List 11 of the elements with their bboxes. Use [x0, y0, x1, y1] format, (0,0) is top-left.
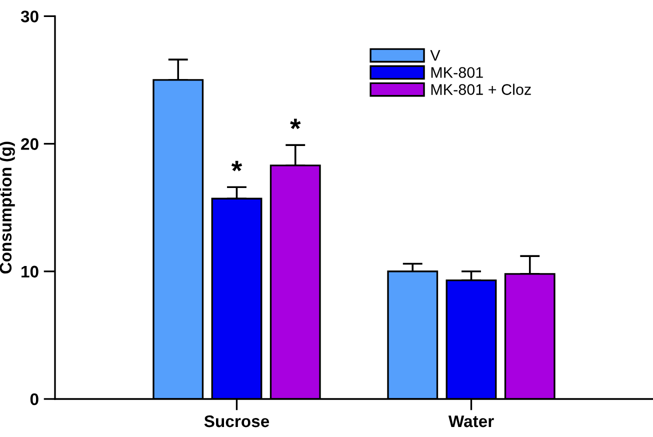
y-tick-label: 10	[22, 266, 38, 278]
data-label: *	[231, 160, 242, 172]
legend-label: MK-801 + Cloz	[431, 84, 531, 95]
x-tick-label: Sucrose	[204, 415, 270, 428]
y-tick-label: 30	[20, 10, 38, 22]
x-tick-label: Water	[448, 416, 494, 428]
data-label: *	[290, 118, 301, 130]
legend-label: MK-801	[431, 67, 483, 78]
y-tick-label: 20	[21, 138, 38, 150]
y-tick-label: 0	[30, 393, 38, 406]
legend-label: V	[430, 50, 440, 61]
